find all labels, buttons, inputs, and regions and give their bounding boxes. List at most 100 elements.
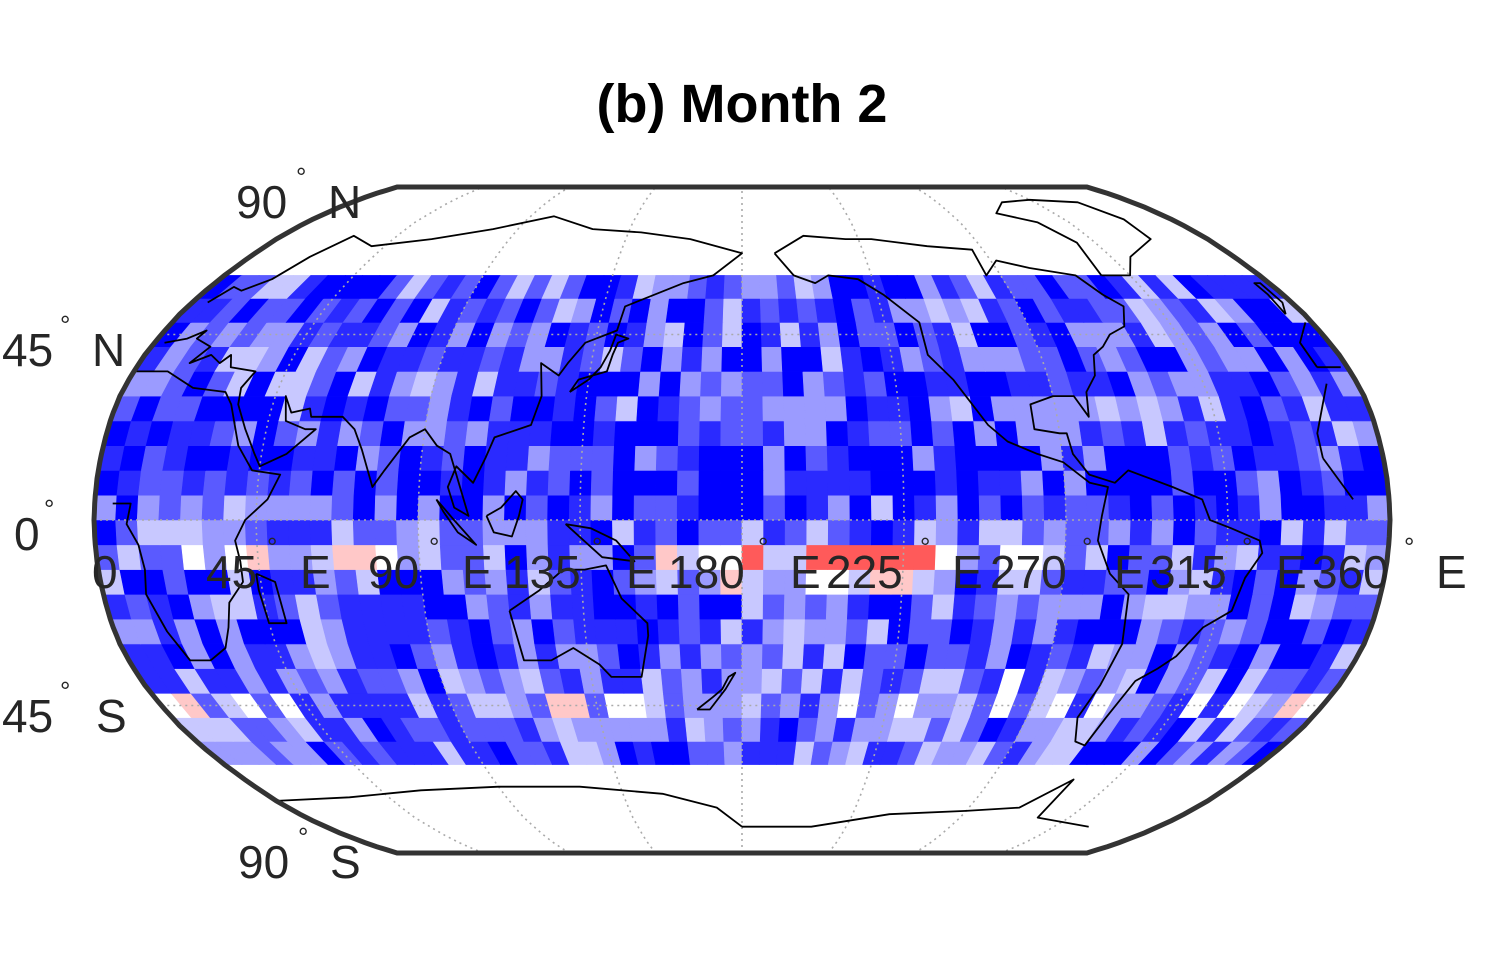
field-cell-863 xyxy=(594,395,618,422)
field-cell-553 xyxy=(374,519,398,546)
field-cell-672 xyxy=(353,470,378,496)
field-cell-266 xyxy=(658,643,682,669)
field-cell-730 xyxy=(312,445,338,471)
field-cell-398 xyxy=(910,593,934,620)
field-cell-995 xyxy=(840,346,864,372)
field-cell-928 xyxy=(700,371,723,397)
field-cell-924 xyxy=(617,371,641,397)
field-cell-396 xyxy=(867,593,892,620)
field-cell-92 xyxy=(778,717,800,742)
field-cell-341 xyxy=(969,618,996,645)
field-cell-751 xyxy=(762,445,786,471)
field-cell-670 xyxy=(310,470,335,496)
field-cell-653 xyxy=(1237,494,1261,521)
field-cell-923 xyxy=(596,371,621,397)
field-cell-591 xyxy=(1194,519,1218,546)
field-cell-876 xyxy=(866,395,890,422)
field-cell-701 xyxy=(977,470,1002,496)
meridian-line-135 xyxy=(579,187,657,853)
field-cell-604 xyxy=(180,494,204,521)
field-cell-691 xyxy=(763,470,786,496)
lat-label-90s-degree: ° xyxy=(298,822,308,852)
lat-label-0-degree: ° xyxy=(44,494,54,524)
field-cell-378 xyxy=(486,593,511,620)
lat-label-0-value: 0 xyxy=(14,508,40,560)
lon-label-315e: 315 ° E xyxy=(1150,532,1307,598)
field-cell-732 xyxy=(355,445,381,471)
field-cell-93 xyxy=(796,717,819,742)
field-cell-328 xyxy=(699,618,722,645)
field-cell-214 xyxy=(820,668,844,694)
field-cell-336 xyxy=(866,618,890,645)
coastline-2-0 xyxy=(508,564,650,678)
field-cell-450 xyxy=(741,569,764,595)
field-cell-797 xyxy=(464,420,490,447)
field-cell-333 xyxy=(803,618,827,645)
field-cell-664 xyxy=(181,470,207,496)
field-cell-29 xyxy=(723,741,743,765)
field-cell-211 xyxy=(761,668,783,694)
field-cell-550 xyxy=(309,519,333,546)
field-cell-1047 xyxy=(682,322,705,348)
field-cell-658 xyxy=(1345,494,1369,521)
field-cell-880 xyxy=(949,395,974,422)
field-cell-580 xyxy=(957,519,980,546)
field-cell-879 xyxy=(928,395,953,422)
field-cell-815 xyxy=(846,420,871,447)
field-cell-935 xyxy=(843,371,867,397)
field-cell-372 xyxy=(358,593,385,620)
field-cell-338 xyxy=(907,618,932,645)
field-cell-937 xyxy=(883,371,909,397)
field-cell-1112 xyxy=(778,298,800,323)
field-cell-932 xyxy=(782,371,805,397)
field-cell-749 xyxy=(720,445,743,471)
field-cell-737 xyxy=(462,445,487,471)
field-cell-649 xyxy=(1151,494,1175,521)
field-cell-988 xyxy=(701,346,723,372)
field-cell-702 xyxy=(999,470,1023,496)
field-cell-865 xyxy=(636,395,660,422)
field-cell-648 xyxy=(1129,494,1153,521)
field-cell-711 xyxy=(1192,470,1217,496)
field-cell-402 xyxy=(994,593,1020,620)
field-cell-745 xyxy=(634,445,658,471)
field-cell-569 xyxy=(720,519,743,546)
field-cell-210 xyxy=(741,668,763,694)
field-cell-584 xyxy=(1043,519,1067,546)
field-cell-704 xyxy=(1042,470,1066,496)
field-cell-403 xyxy=(1015,593,1041,620)
field-cell-740 xyxy=(527,445,551,471)
field-cell-207 xyxy=(680,668,703,694)
field-cell-273 xyxy=(802,643,826,669)
field-cell-268 xyxy=(700,643,723,669)
field-cell-481 xyxy=(116,544,142,570)
field-cell-866 xyxy=(657,395,681,422)
field-cell-203 xyxy=(599,668,625,694)
field-cell-874 xyxy=(824,395,848,422)
field-cell-324 xyxy=(615,618,639,645)
field-cell-654 xyxy=(1258,494,1283,521)
field-cell-872 xyxy=(783,395,806,422)
lat-label-45n: 45 ° N xyxy=(2,310,125,376)
field-cell-870 xyxy=(741,395,764,422)
field-cell-1109 xyxy=(722,298,743,323)
lon-label-270e-degree: ° xyxy=(1082,532,1092,562)
field-cell-390 xyxy=(741,593,764,620)
field-cell-89 xyxy=(722,717,743,742)
field-cell-769 xyxy=(1146,445,1172,471)
lat-label-90s-dir: S xyxy=(330,836,361,888)
field-cell-401 xyxy=(973,593,998,620)
field-cell-735 xyxy=(419,445,445,471)
field-cell-1051 xyxy=(760,322,782,348)
field-cell-608 xyxy=(266,494,290,521)
field-cell-394 xyxy=(825,593,849,620)
field-cell-826 xyxy=(1078,420,1105,447)
coastline-8-0 xyxy=(485,490,524,538)
field-cell-699 xyxy=(934,470,958,496)
lon-label-180e-degree: ° xyxy=(758,532,768,562)
field-cell-267 xyxy=(679,643,702,669)
lat-label-45n-dir: N xyxy=(92,324,125,376)
field-cell-380 xyxy=(528,593,553,620)
field-cell-984 xyxy=(620,346,644,372)
field-cell-597 xyxy=(1323,519,1348,546)
